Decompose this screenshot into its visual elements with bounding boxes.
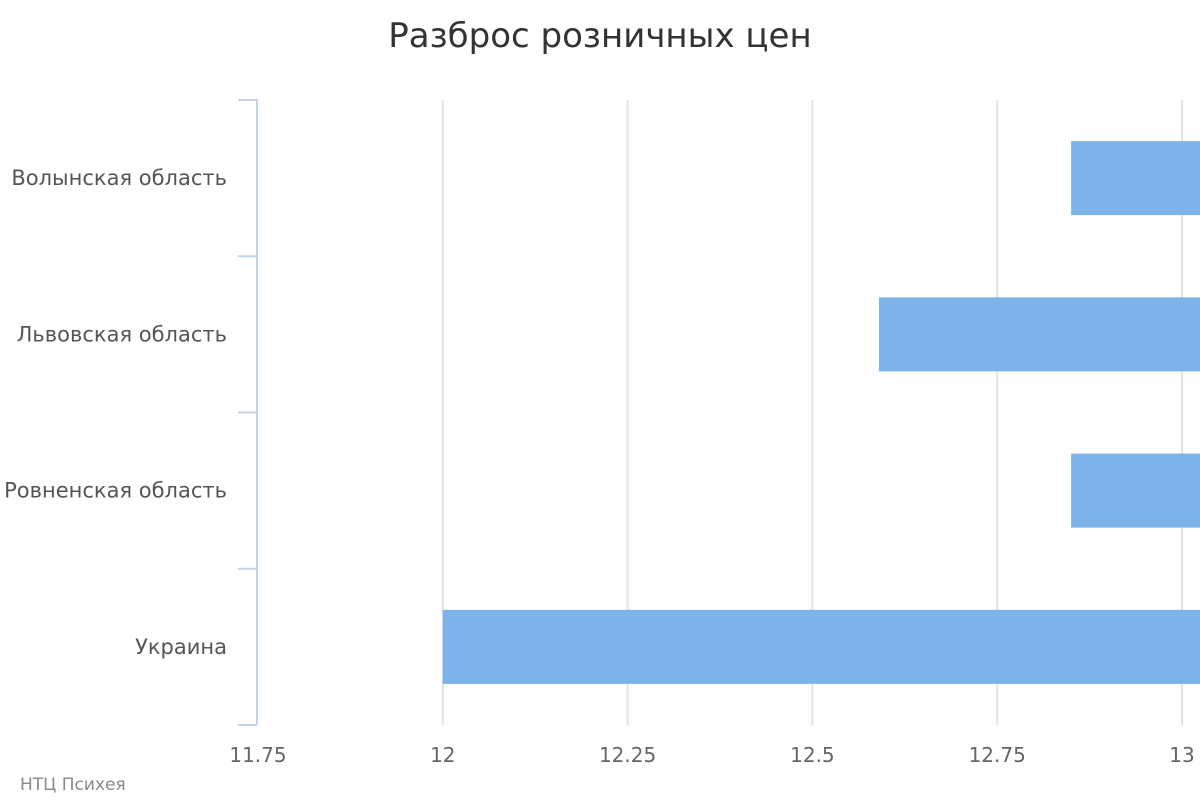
chart-title: Разброс розничных цен <box>388 16 811 56</box>
x-tick-label: 12.5 <box>790 743 835 767</box>
x-tick-label: 12 <box>430 743 455 767</box>
category-label: Львовская область <box>17 322 227 346</box>
x-tick-label: 13 <box>1169 743 1194 767</box>
bar[interactable] <box>1071 453 1200 528</box>
x-tick-label: 12.75 <box>969 743 1026 767</box>
category-label: Украина <box>135 635 227 659</box>
x-tick-label: 11.75 <box>229 743 286 767</box>
category-axis <box>238 99 258 726</box>
value-axis-labels: 11.751212.2512.512.751313.2513.513.7514… <box>229 743 1194 767</box>
category-label: Волынская область <box>11 166 227 190</box>
bar[interactable] <box>1071 141 1200 216</box>
credits-label: НТЦ Психея <box>20 775 126 795</box>
category-label: Ровненская область <box>4 479 227 503</box>
bar[interactable] <box>878 297 1200 372</box>
bars <box>442 141 1200 684</box>
bar[interactable] <box>442 609 1200 684</box>
category-labels: Волынская область Львовская область Ровнен… <box>4 166 227 659</box>
x-tick-label: 12.25 <box>599 743 656 767</box>
